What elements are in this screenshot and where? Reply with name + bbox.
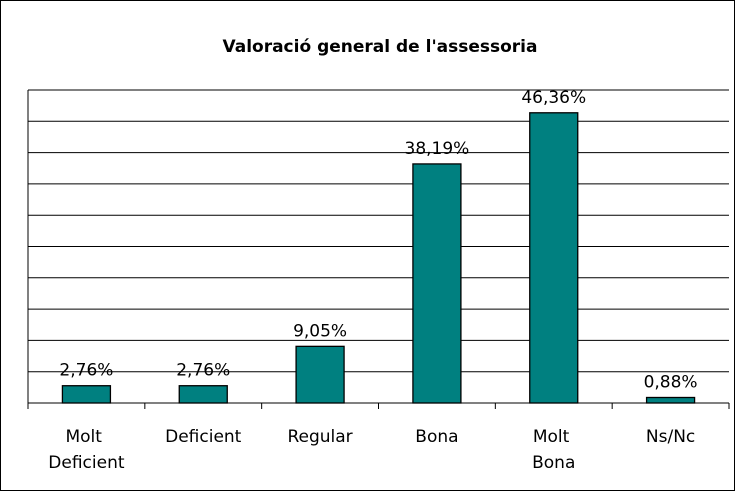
chart-title: Valoració general de l'assessoria — [223, 37, 538, 57]
data-label: 9,05% — [293, 321, 347, 341]
bar — [178, 385, 228, 404]
x-tick-label: Molt Deficient — [48, 427, 125, 473]
bar — [645, 396, 696, 404]
data-label: 46,36% — [521, 88, 586, 108]
x-tick-label: Regular — [287, 427, 352, 447]
data-label: 2,76% — [59, 361, 113, 381]
x-tick-label: Molt Bona — [532, 427, 575, 473]
bar — [412, 163, 462, 404]
bar — [529, 112, 579, 404]
x-tick-label: Ns/Nc — [646, 427, 695, 447]
data-label: 0,88% — [644, 372, 698, 392]
x-tick-label: Deficient — [165, 427, 242, 447]
x-tick-label: Bona — [415, 427, 458, 447]
data-label: 2,76% — [176, 361, 230, 381]
data-label: 38,19% — [405, 139, 470, 159]
bar — [61, 385, 112, 404]
bar — [295, 345, 345, 404]
